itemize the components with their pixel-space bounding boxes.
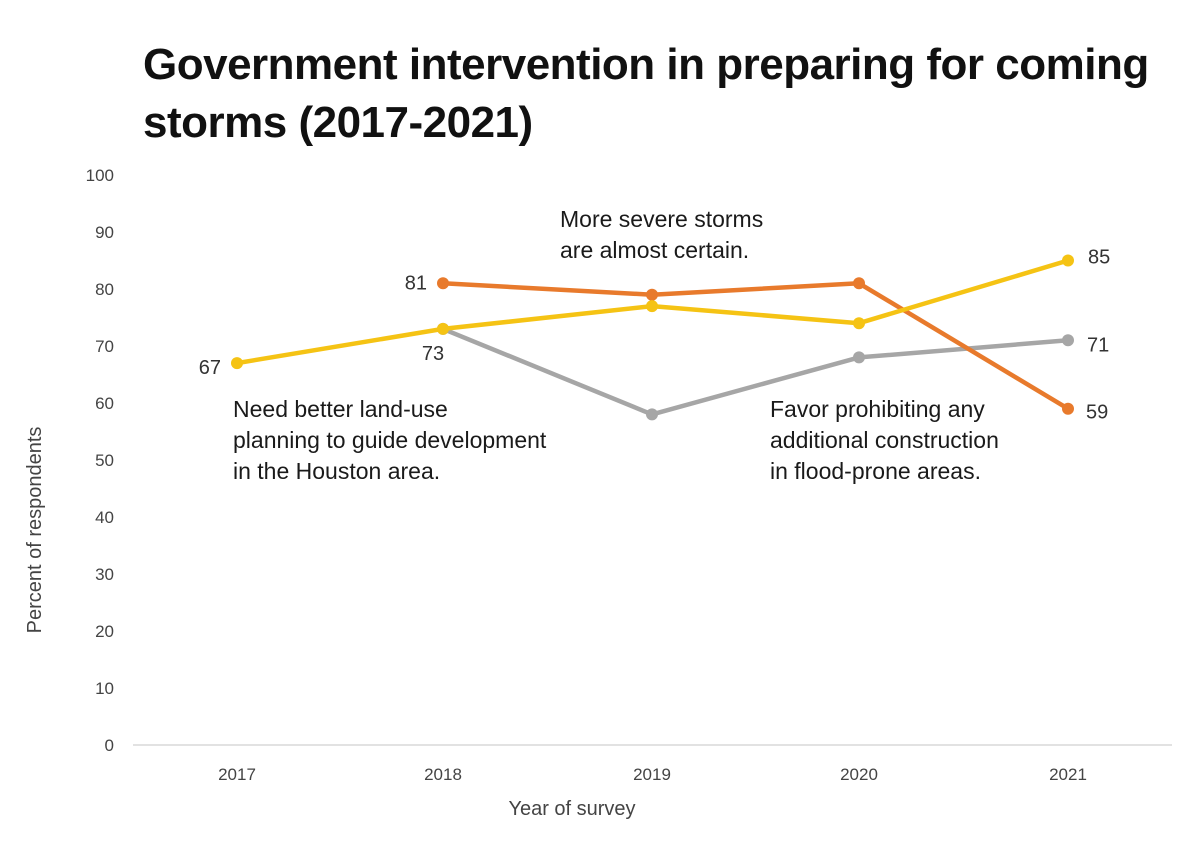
y-tick-label: 40 (95, 508, 114, 527)
data-label: 71 (1087, 334, 1109, 356)
data-point (437, 322, 449, 335)
chart-title: Government intervention in preparing for… (143, 40, 1149, 147)
data-point (1062, 334, 1074, 347)
y-axis-title: Percent of respondents (24, 427, 46, 634)
series-annotation-line: in the Houston area. (233, 458, 440, 484)
data-point (646, 300, 658, 313)
x-axis-title: Year of survey (508, 798, 635, 820)
data-label: 85 (1088, 247, 1110, 269)
data-point (646, 408, 658, 421)
data-label: 81 (405, 272, 427, 294)
series-annotation-line: are almost certain. (560, 237, 749, 263)
data-point (853, 317, 865, 330)
y-tick-label: 30 (95, 565, 114, 584)
x-tick-label: 2019 (633, 765, 671, 784)
y-tick-label: 0 (105, 736, 114, 755)
y-tick-label: 100 (86, 166, 114, 185)
series-annotation-line: More severe storms (560, 206, 763, 232)
y-tick-label: 20 (95, 622, 114, 641)
y-tick-label: 60 (95, 394, 114, 413)
axis-layer: 0 10 20 30 40 50 60 70 80 90 100 2017 2018 2019 2020 20… (24, 166, 1172, 820)
series-line (440, 281, 1071, 411)
annotation-layer: Need better land-use planning to guide de… (233, 206, 999, 484)
y-tick-label: 10 (95, 679, 114, 698)
series-annotation-line: in flood-prone areas. (770, 458, 981, 484)
data-point (646, 288, 658, 301)
data-point (437, 277, 449, 290)
x-tick-label: 2017 (218, 765, 256, 784)
x-tick-label: 2018 (424, 765, 462, 784)
y-tick-label: 50 (95, 451, 114, 470)
series-annotation-line: planning to guide development (233, 427, 547, 453)
data-label: 73 (422, 343, 444, 365)
y-tick-label: 80 (95, 280, 114, 299)
series-annotation-line: Favor prohibiting any (770, 396, 985, 422)
y-tick-label: 90 (95, 223, 114, 242)
series-line (440, 326, 1071, 417)
x-tick-label: 2020 (840, 765, 878, 784)
data-point (231, 357, 243, 370)
series-layer (231, 254, 1074, 421)
data-label: 59 (1086, 402, 1108, 424)
label-layer: 67 85 81 59 73 71 (199, 247, 1111, 424)
data-point (853, 351, 865, 364)
data-point (1062, 402, 1074, 415)
data-point (853, 277, 865, 290)
data-point (1062, 254, 1074, 267)
x-tick-label: 2021 (1049, 765, 1087, 784)
series-annotation-line: additional construction (770, 427, 999, 453)
series-annotation-line: Need better land-use (233, 396, 448, 422)
data-label: 67 (199, 357, 221, 379)
y-tick-label: 70 (95, 337, 114, 356)
